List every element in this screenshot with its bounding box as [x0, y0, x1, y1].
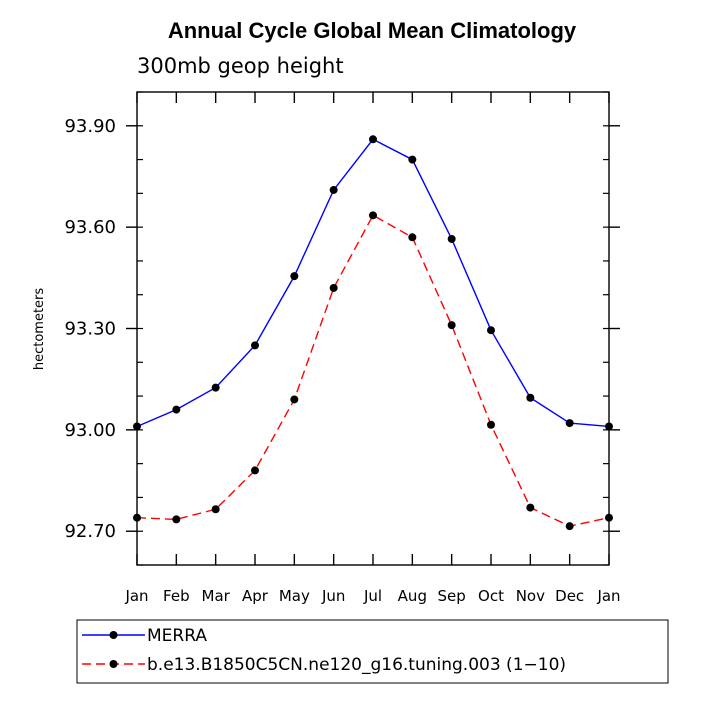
data-point: [133, 422, 141, 431]
data-point: [369, 211, 377, 220]
legend: MERRA b.e13.B1850C5CN.ne120_g16.tuning.00…: [82, 626, 566, 675]
x-tick-label: Feb: [163, 587, 190, 605]
data-point: [369, 135, 377, 144]
x-tick-label: Aug: [398, 587, 427, 605]
legend-label: b.e13.B1850C5CN.ne120_g16.tuning.003 (1−…: [147, 655, 566, 675]
x-tick-label: Dec: [555, 587, 584, 605]
data-point: [172, 405, 181, 414]
series-model: [133, 211, 613, 531]
x-tick-label: Mar: [202, 587, 231, 605]
x-tick-label: Jan: [124, 587, 148, 605]
series-line: [136, 138, 610, 428]
x-tick-label: Sep: [438, 587, 466, 605]
data-point: [526, 393, 535, 402]
y-axis-label: hectometers: [32, 288, 47, 371]
legend-marker: [109, 631, 118, 639]
data-point: [447, 234, 456, 243]
series-merra: [133, 135, 613, 431]
data-point: [487, 326, 495, 335]
chart-title: Annual Cycle Global Mean Climatology: [168, 18, 577, 43]
plot-frame: [136, 91, 610, 566]
data-point: [605, 513, 613, 522]
data-point: [408, 233, 417, 242]
legend-box: [76, 619, 669, 684]
data-point: [605, 422, 613, 431]
y-tick-label: 93.90: [64, 116, 116, 137]
data-point: [251, 341, 259, 350]
data-point: [487, 420, 495, 429]
data-point: [565, 522, 574, 531]
data-point: [447, 321, 456, 330]
data-point: [526, 503, 535, 512]
series-line: [136, 214, 610, 527]
y-tick-label: 93.30: [64, 319, 116, 340]
x-tick-label: Jul: [363, 587, 382, 605]
data-point: [329, 185, 338, 194]
x-tick-label: Apr: [242, 587, 269, 605]
series-layer: [133, 135, 613, 531]
data-point: [329, 283, 338, 292]
data-point: [133, 513, 141, 522]
data-point: [290, 395, 299, 404]
legend-label: MERRA: [147, 626, 207, 646]
x-tick-label: Oct: [478, 587, 504, 605]
data-point: [565, 419, 574, 428]
x-tick-label: Jan: [596, 587, 620, 605]
x-tick-label: Nov: [516, 587, 545, 605]
y-tick-label: 92.70: [64, 521, 116, 542]
data-point: [211, 383, 220, 392]
chart-subtitle: 300mb geop height: [137, 54, 344, 78]
legend-marker: [109, 660, 118, 668]
x-tick-label: Jun: [321, 587, 345, 605]
data-point: [172, 515, 181, 524]
data-point: [251, 466, 259, 475]
x-tick-label: May: [279, 587, 310, 605]
y-tick-label: 93.60: [64, 217, 116, 238]
data-point: [408, 155, 417, 164]
data-point: [290, 272, 299, 281]
axis-ticks: Jan Feb Mar Apr May Jun Jul Aug Sep Oct Nov Dec Jan 9…: [64, 91, 621, 605]
data-point: [211, 505, 220, 514]
y-tick-label: 93.00: [64, 420, 116, 441]
